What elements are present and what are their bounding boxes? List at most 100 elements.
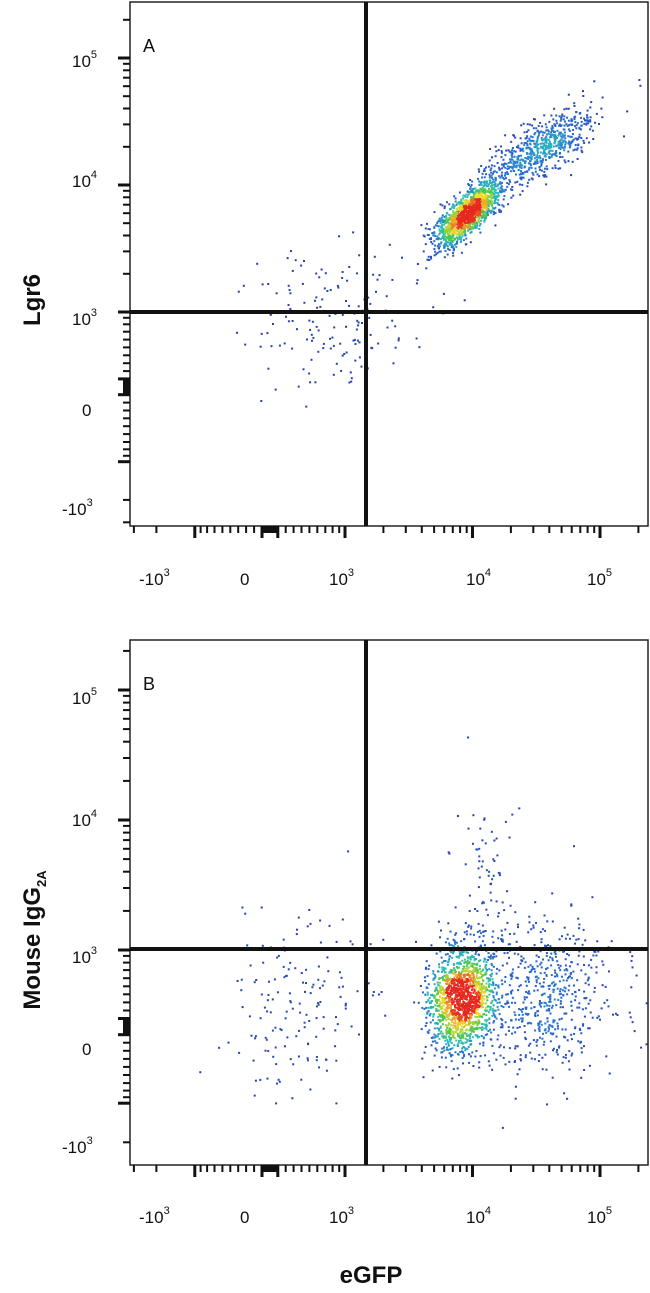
event-dot — [448, 216, 451, 219]
event-dot — [459, 230, 462, 233]
event-dot — [475, 1008, 478, 1011]
event-dot — [447, 219, 450, 222]
event-dot — [438, 1014, 441, 1017]
event-dot — [525, 157, 528, 160]
event-dot — [562, 979, 565, 982]
event-dot — [454, 970, 457, 973]
event-dot — [444, 230, 447, 233]
event-dot — [522, 176, 525, 179]
event-dot — [586, 109, 589, 112]
event-dot — [481, 924, 484, 927]
event-dot — [551, 167, 554, 170]
event-dot — [473, 223, 476, 226]
event-dot — [333, 326, 336, 329]
event-dot — [614, 1012, 617, 1015]
event-dot — [526, 181, 529, 184]
event-dot — [503, 162, 506, 165]
event-dot — [355, 328, 358, 331]
event-dot — [466, 994, 469, 997]
event-dot — [576, 1006, 579, 1009]
event-dot — [531, 136, 534, 139]
event-dot — [567, 135, 570, 138]
event-dot — [524, 961, 527, 964]
event-dot — [453, 978, 456, 981]
event-dot — [567, 128, 570, 131]
event-dot — [548, 1004, 551, 1007]
event-dot — [427, 983, 430, 986]
event-dot — [434, 1040, 437, 1043]
panel-a-y-tick-label: -103 — [62, 497, 93, 519]
event-dot — [473, 187, 476, 190]
event-dot — [433, 240, 436, 243]
event-dot — [458, 236, 461, 238]
event-dot — [562, 994, 565, 996]
event-dot — [472, 1023, 475, 1026]
event-dot — [549, 1012, 552, 1015]
event-dot — [554, 1028, 557, 1031]
event-dot — [450, 1030, 453, 1033]
event-dot — [469, 226, 472, 229]
event-dot — [472, 966, 475, 969]
event-dot — [465, 933, 468, 936]
event-dot — [493, 987, 496, 990]
event-dot — [571, 1009, 574, 1012]
event-dot — [424, 243, 427, 246]
event-dot — [481, 172, 484, 175]
event-dot — [463, 203, 466, 206]
event-dot — [514, 165, 517, 168]
event-dot — [464, 977, 467, 980]
event-dot — [511, 975, 514, 978]
event-dot — [480, 1001, 483, 1004]
event-dot — [503, 190, 506, 193]
event-dot — [587, 122, 590, 125]
event-dot — [516, 1073, 519, 1076]
event-dot — [242, 284, 245, 287]
event-dot — [557, 134, 560, 137]
event-dot — [267, 1050, 270, 1052]
event-dot — [491, 176, 493, 179]
event-dot — [538, 982, 541, 985]
event-dot — [509, 165, 511, 168]
event-dot — [465, 981, 468, 984]
event-dot — [574, 1027, 577, 1030]
event-dot — [545, 1031, 548, 1034]
event-dot — [550, 964, 553, 967]
panel-a-y-tick-label: 0 — [82, 401, 91, 420]
event-dot — [422, 991, 424, 994]
event-dot — [592, 954, 595, 957]
event-dot — [568, 1050, 571, 1053]
event-dot — [564, 1036, 567, 1039]
event-dot — [472, 1010, 475, 1013]
event-dot — [458, 987, 461, 990]
event-dot — [521, 960, 524, 962]
event-dot — [467, 200, 470, 203]
event-dot — [495, 196, 498, 199]
event-dot — [543, 175, 546, 178]
event-dot — [448, 213, 451, 216]
event-dot — [493, 184, 496, 187]
event-dot — [489, 957, 492, 960]
event-dot — [509, 160, 512, 163]
event-dot — [444, 1036, 447, 1039]
event-dot — [498, 203, 501, 206]
event-dot — [461, 218, 464, 221]
event-dot — [488, 210, 491, 213]
event-dot — [391, 319, 394, 322]
event-dot — [489, 190, 491, 193]
event-dot — [567, 160, 570, 163]
event-dot — [551, 1004, 554, 1007]
event-dot — [475, 993, 478, 996]
event-dot — [427, 234, 430, 237]
event-dot — [346, 279, 349, 282]
event-dot — [504, 174, 506, 177]
event-dot — [548, 1027, 550, 1030]
event-dot — [358, 356, 361, 359]
event-dot — [578, 112, 581, 115]
event-dot — [487, 980, 490, 983]
event-dot — [568, 143, 571, 146]
event-dot — [484, 189, 487, 192]
event-dot — [455, 203, 458, 206]
event-dot — [475, 194, 478, 197]
event-dot — [497, 199, 500, 202]
event-dot — [543, 114, 546, 117]
